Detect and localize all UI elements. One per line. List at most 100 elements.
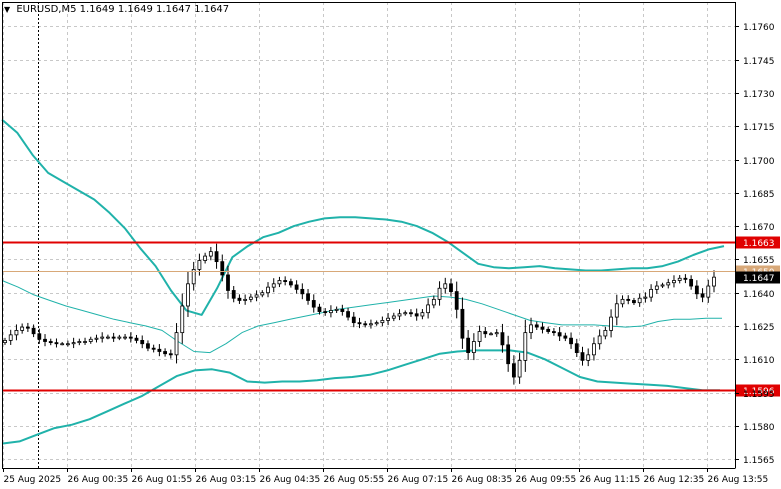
candle	[140, 335, 145, 349]
candle-body	[517, 359, 522, 378]
candle-body	[54, 342, 59, 345]
candle	[632, 297, 636, 305]
candle-body	[220, 261, 225, 276]
candle	[511, 355, 516, 385]
current-price-label-bg	[736, 271, 780, 284]
candle	[374, 320, 379, 326]
y-tick-label: 1.1670	[743, 223, 775, 233]
bollinger-bands	[1, 118, 725, 445]
candle-body	[151, 347, 156, 350]
candle	[208, 246, 213, 261]
candle	[449, 278, 453, 297]
candle	[443, 277, 448, 294]
y-tick-label: 1.1730	[743, 90, 775, 100]
candle-body	[157, 348, 162, 352]
y-tick-label: 1.1565	[743, 456, 775, 466]
chart-header: ▼ EURUSD,M5 1.1649 1.1649 1.1647 1.1647	[4, 4, 229, 15]
collapse-triangle-icon[interactable]: ▼	[4, 5, 11, 14]
candle-body	[580, 352, 585, 361]
candle-body	[689, 278, 694, 287]
candle	[94, 334, 99, 343]
candle	[186, 271, 190, 317]
candle-body	[523, 332, 528, 361]
candle-body	[694, 285, 699, 295]
candle-body	[626, 298, 631, 301]
candle-body	[174, 332, 179, 356]
candle	[637, 293, 642, 307]
candle	[626, 295, 631, 305]
candle-body	[391, 315, 396, 319]
candle-body	[237, 297, 242, 301]
candle-body	[83, 341, 87, 343]
candle	[494, 329, 499, 337]
candle-body	[25, 326, 30, 329]
candle	[340, 304, 345, 316]
candle	[672, 275, 676, 288]
candle-body	[60, 343, 65, 346]
candle	[174, 323, 179, 364]
candle-body	[552, 331, 556, 334]
candle-body	[271, 283, 276, 288]
candle	[294, 280, 299, 294]
candle-body	[409, 312, 413, 315]
candle-body	[168, 353, 173, 356]
candle-body	[191, 268, 196, 285]
x-tick-label: 25 Aug 2025	[4, 475, 62, 485]
candle	[420, 309, 425, 320]
candle	[357, 317, 362, 329]
candle	[329, 305, 333, 318]
candle-body	[712, 276, 716, 287]
candle-body	[94, 337, 99, 340]
candle-body	[454, 291, 459, 310]
candle	[609, 309, 613, 338]
candle-body	[260, 292, 265, 296]
candle	[163, 348, 167, 357]
candle	[180, 293, 185, 344]
candle-body	[609, 316, 613, 331]
candle-body	[340, 308, 345, 312]
candle	[260, 290, 265, 298]
candle-body	[248, 296, 253, 300]
candle	[477, 325, 482, 347]
y-tick-label: 1.1700	[743, 157, 775, 167]
x-tick-label: 26 Aug 03:15	[196, 475, 257, 485]
candle-body	[283, 280, 288, 283]
candles	[3, 243, 716, 385]
candle	[168, 349, 173, 359]
candle	[3, 337, 7, 345]
candle-body	[117, 336, 122, 339]
horizontal-level-label-bg	[736, 384, 780, 397]
candle	[397, 309, 402, 321]
candle	[654, 281, 659, 294]
candle-body	[306, 293, 310, 301]
candle-body	[483, 331, 488, 335]
x-tick-label: 26 Aug 07:15	[388, 475, 449, 485]
candle-body	[123, 336, 127, 339]
candle	[677, 275, 682, 284]
candle	[60, 341, 65, 346]
bollinger-upper-line	[1, 118, 725, 316]
candle-body	[100, 336, 105, 339]
candle-body	[637, 297, 642, 304]
candle-body	[666, 282, 671, 286]
candle	[557, 327, 562, 342]
candle	[363, 320, 368, 328]
y-tick-label: 1.1760	[743, 23, 775, 33]
candle-body	[294, 284, 299, 290]
candle	[683, 274, 688, 284]
candle-body	[214, 251, 219, 263]
candle-body	[443, 283, 448, 289]
candle-body	[288, 281, 293, 286]
candle-body	[300, 288, 305, 295]
candle-body	[146, 343, 150, 349]
candle-body	[597, 335, 602, 345]
candle	[220, 254, 225, 282]
candle-body	[603, 330, 608, 337]
candle-body	[197, 260, 202, 270]
candle-body	[563, 335, 568, 339]
candle	[643, 292, 648, 303]
candle-body	[351, 316, 356, 324]
candle	[460, 297, 465, 349]
y-tick-label: 1.1625	[743, 323, 775, 333]
